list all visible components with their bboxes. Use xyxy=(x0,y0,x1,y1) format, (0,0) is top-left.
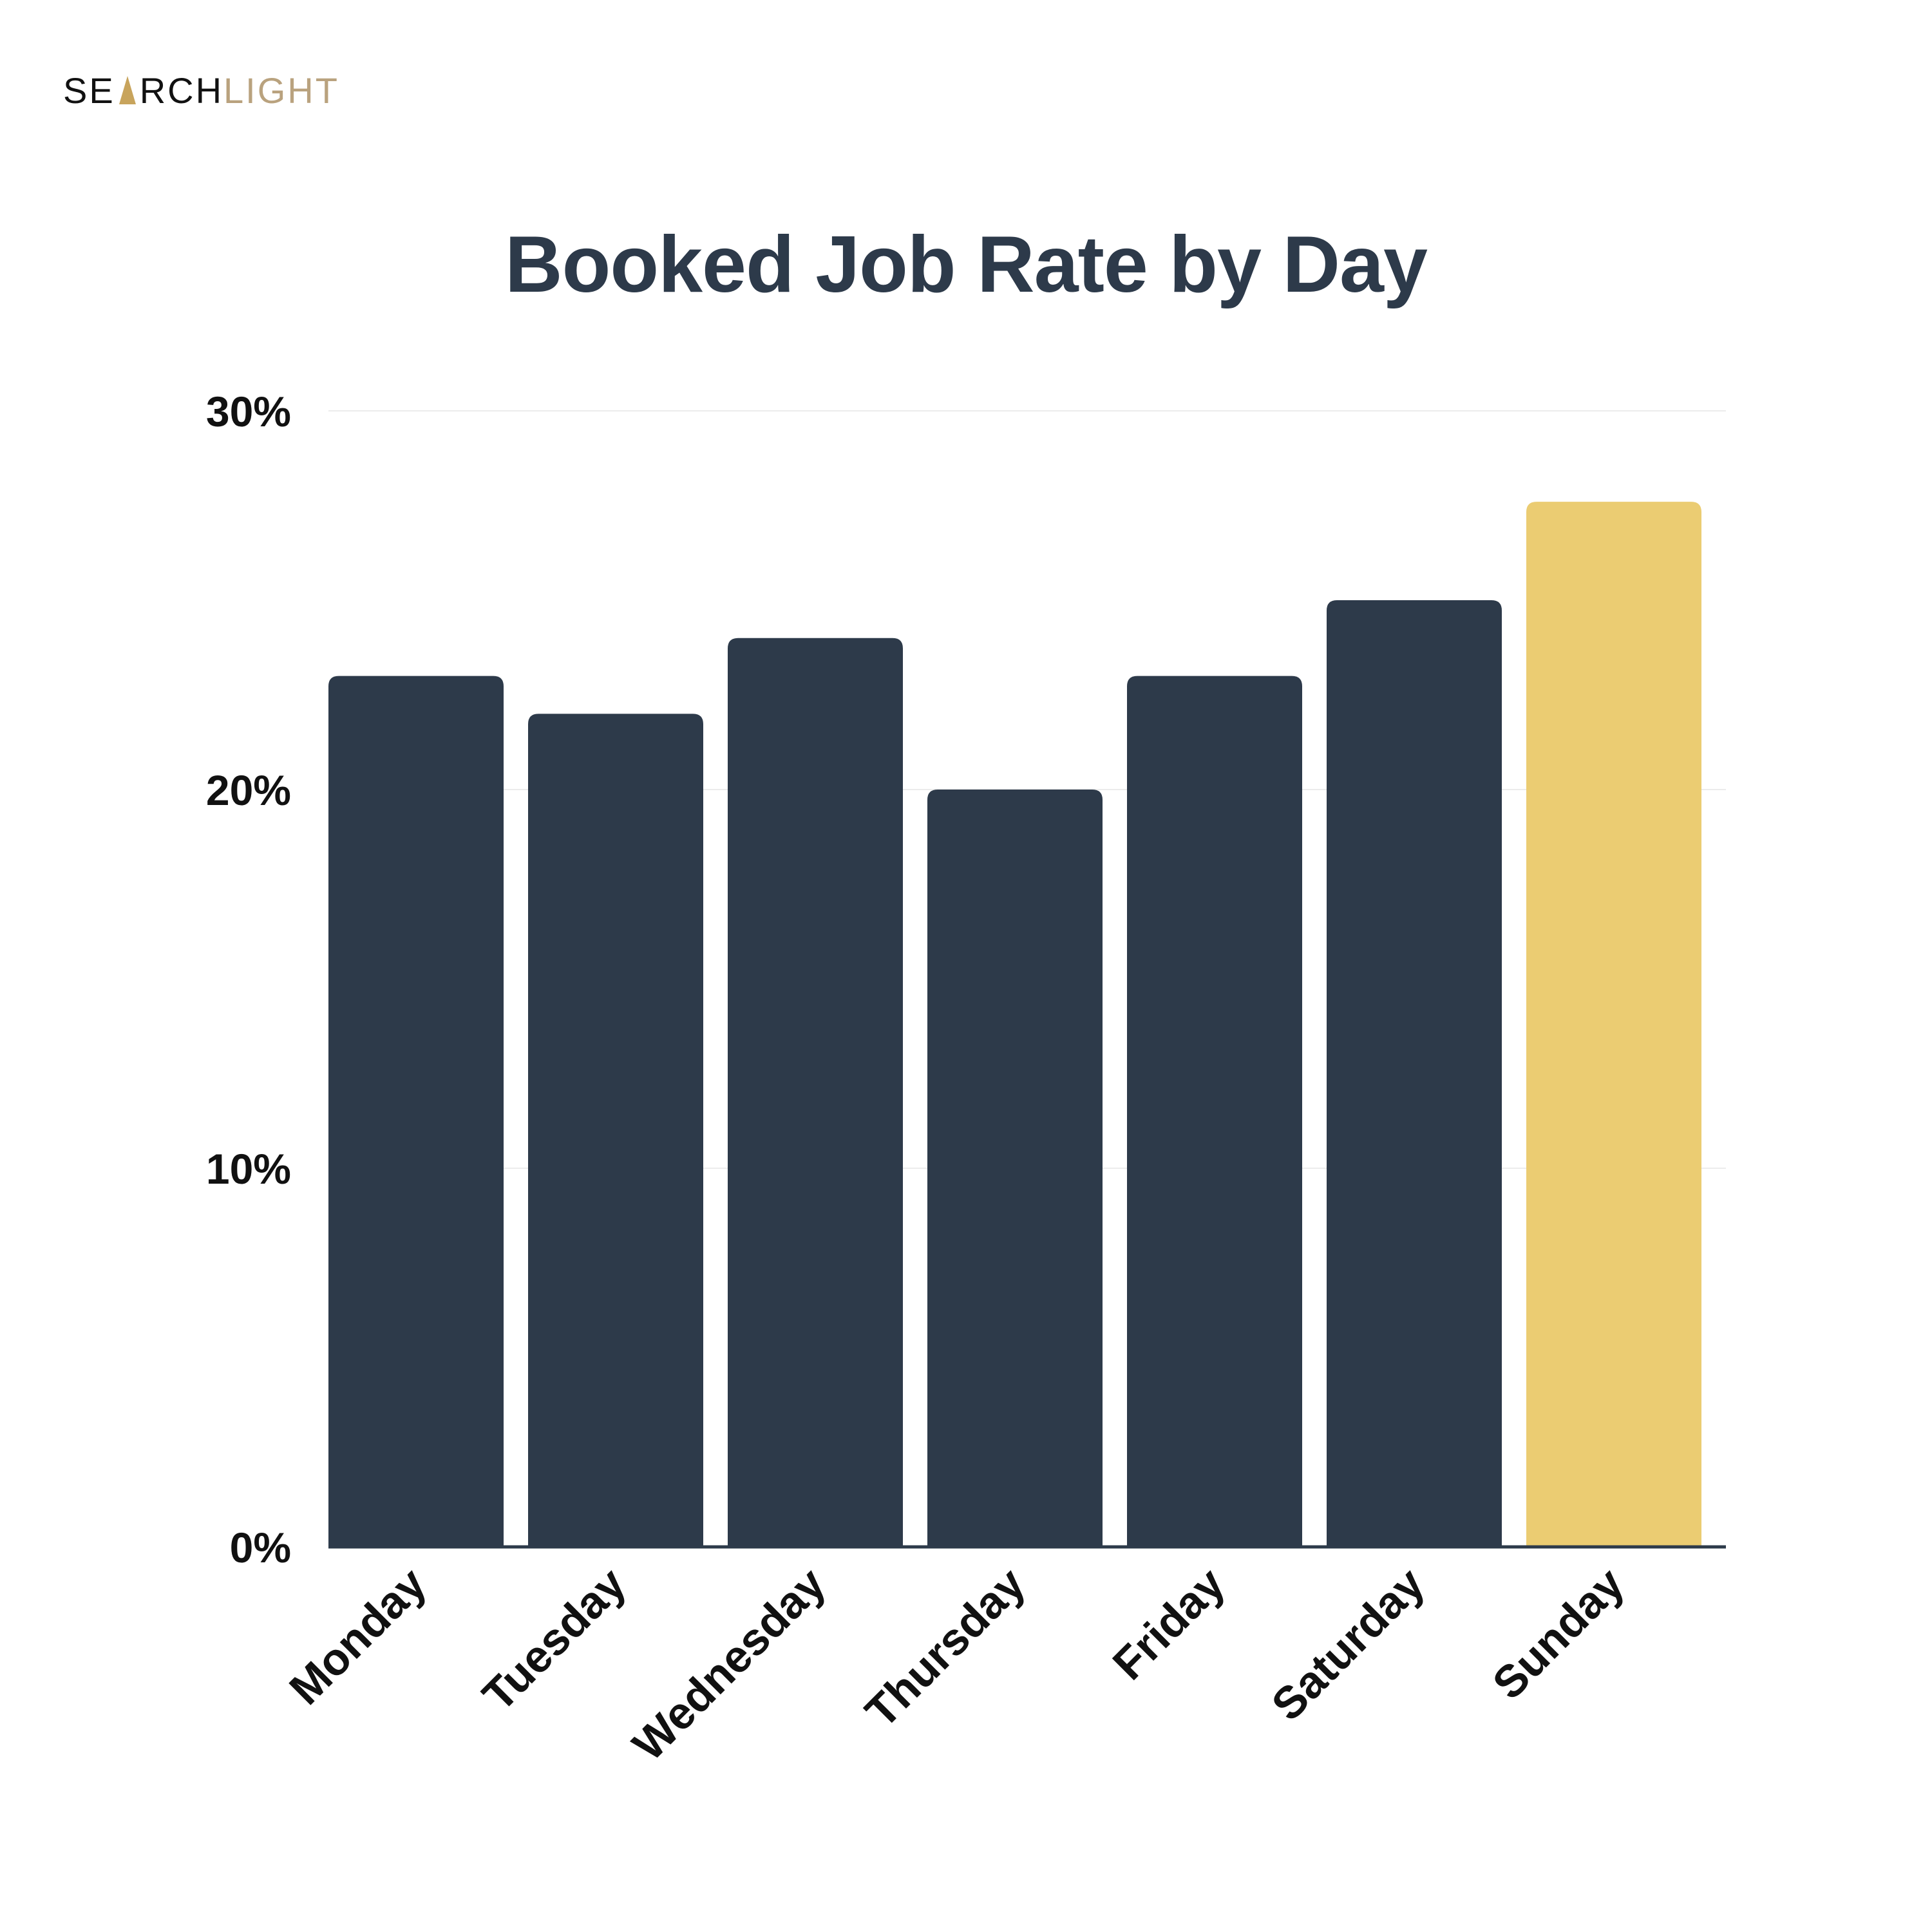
logo-text-part3: LIGHT xyxy=(223,70,339,111)
brand-logo: SE RCH LIGHT xyxy=(63,70,339,111)
bar-monday xyxy=(328,676,504,1547)
y-tick-label: 10% xyxy=(206,1145,291,1193)
bar-saturday xyxy=(1327,600,1502,1547)
x-tick-label: Friday xyxy=(1103,1558,1235,1689)
x-tick-label: Sunday xyxy=(1483,1558,1634,1709)
bar-friday xyxy=(1127,676,1302,1547)
x-tick-label: Tuesday xyxy=(473,1558,635,1720)
bar-sunday xyxy=(1526,502,1701,1547)
y-axis-ticks: 0% 10% 20% 30% xyxy=(206,388,291,1571)
logo-spark-icon xyxy=(118,76,136,104)
bars xyxy=(328,502,1701,1547)
y-tick-label: 20% xyxy=(206,766,291,814)
x-tick-label: Saturday xyxy=(1262,1558,1434,1730)
bar-wednesday xyxy=(728,638,903,1547)
logo-text-part2: RCH xyxy=(139,70,224,111)
x-tick-label: Thursday xyxy=(856,1558,1035,1737)
y-tick-label: 30% xyxy=(206,388,291,435)
x-tick-label: Wednesday xyxy=(623,1558,835,1770)
chart-title: Booked Job Rate by Day xyxy=(505,220,1428,309)
y-tick-label: 0% xyxy=(230,1524,291,1571)
bar-thursday xyxy=(927,790,1103,1547)
x-tick-label: Monday xyxy=(279,1558,435,1714)
logo-text-part1: SE xyxy=(63,70,115,111)
bar-tuesday xyxy=(528,714,703,1547)
